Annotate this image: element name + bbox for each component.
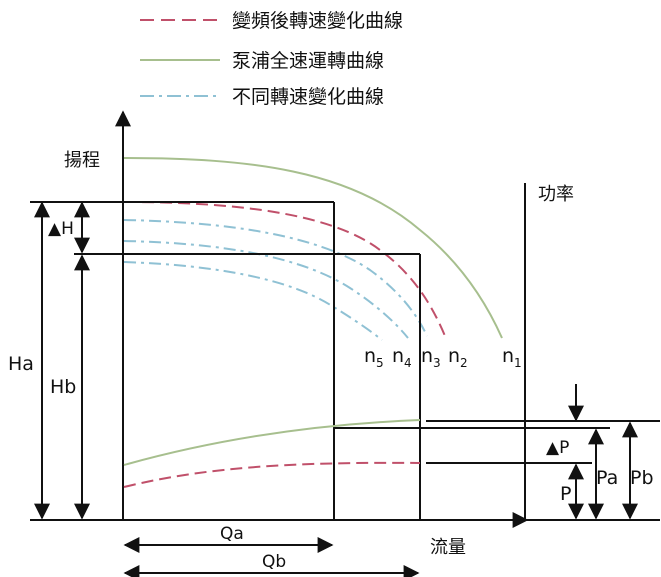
pa-label: Pa xyxy=(596,467,618,489)
curve-label-n1: n1 xyxy=(502,345,522,370)
legend-label-full-speed: 泵浦全速運轉曲線 xyxy=(232,50,384,72)
curve-label-n2: n2 xyxy=(448,345,468,370)
full-speed-power-curve xyxy=(123,419,421,466)
x-axis-label: 流量 xyxy=(430,537,466,558)
power-axis-label: 功率 xyxy=(538,184,574,205)
speed-curve-n3 xyxy=(123,219,428,337)
hb-label: Hb xyxy=(50,376,76,398)
vfd-power-curve xyxy=(123,461,421,488)
speed-curve-n5 xyxy=(123,261,383,341)
vfd-head-curve xyxy=(123,201,446,337)
full-speed-head-curve xyxy=(123,157,503,339)
legend: 變頻後轉速變化曲線 泵浦全速運轉曲線 不同轉速變化曲線 xyxy=(140,10,403,108)
speed-curve-n4 xyxy=(123,240,409,339)
qb-label: Qb xyxy=(262,552,286,572)
qa-label: Qa xyxy=(220,524,244,544)
y-axis-label: 揚程 xyxy=(64,150,100,171)
legend-label-speed-variants: 不同轉速變化曲線 xyxy=(232,86,384,108)
curve-label-n5: n5 xyxy=(364,345,384,370)
legend-label-vfd: 變頻後轉速變化曲線 xyxy=(232,10,403,32)
delta-h-label: ▲H xyxy=(48,219,74,239)
ha-label: Ha xyxy=(8,353,34,375)
curve-label-n4: n4 xyxy=(392,345,412,370)
curve-label-n3: n3 xyxy=(421,345,441,370)
pb-label: Pb xyxy=(630,467,654,489)
delta-p-label: ▲P xyxy=(546,438,569,458)
p-label: P xyxy=(560,483,571,505)
